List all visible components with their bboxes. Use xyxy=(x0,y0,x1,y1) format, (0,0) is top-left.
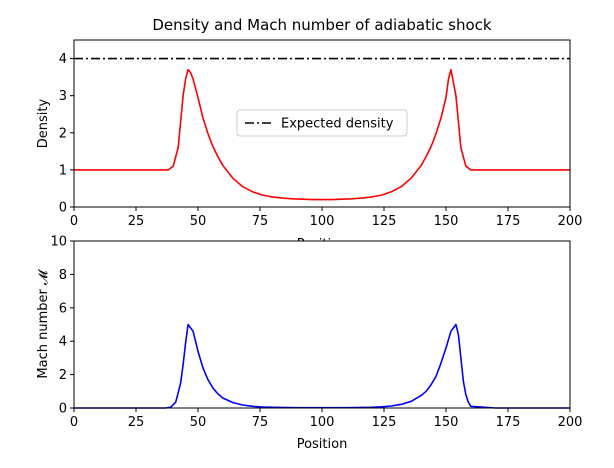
chart-title: Density and Mach number of adiabatic sho… xyxy=(152,16,492,34)
x-tick-label: 50 xyxy=(190,415,207,430)
legend: Expected density xyxy=(236,109,408,137)
y-axis-label: Density xyxy=(36,98,51,148)
x-tick-label: 25 xyxy=(128,415,145,430)
x-tick-label: 50 xyxy=(190,214,207,229)
legend-label-expected-density: Expected density xyxy=(281,117,394,132)
y-tick-label: 1 xyxy=(59,163,67,178)
y-tick-label: 0 xyxy=(59,201,67,216)
series-line-0-0 xyxy=(74,68,570,201)
x-tick-label: 150 xyxy=(434,415,459,430)
y-tick-label: 2 xyxy=(59,126,67,141)
x-tick-label: 200 xyxy=(558,415,583,430)
y-tick-label: 0 xyxy=(59,402,67,417)
x-tick-label: 100 xyxy=(310,214,335,229)
x-axis-label: Position xyxy=(297,437,348,452)
x-tick-label: 100 xyxy=(310,415,335,430)
x-tick-label: 125 xyxy=(372,214,397,229)
x-tick-label: 175 xyxy=(496,415,521,430)
y-tick-label: 6 xyxy=(59,301,67,316)
x-tick-label: 0 xyxy=(70,214,78,229)
y-axis-label: Mach number 𝓜 xyxy=(36,269,51,379)
x-tick-label: 125 xyxy=(372,415,397,430)
x-tick-label: 200 xyxy=(558,214,583,229)
y-tick-label: 4 xyxy=(59,335,67,350)
mach-plot: 0 25 50 75 100 125 150 175 200 0 2 4 6 8 10 Position Mac… xyxy=(36,235,582,453)
x-tick-label: 25 xyxy=(128,214,145,229)
x-tick-label: 0 xyxy=(70,415,78,430)
y-tick-label: 4 xyxy=(59,52,67,67)
y-tick-label: 8 xyxy=(59,268,67,283)
plot-area xyxy=(74,241,570,408)
y-tick-label: 10 xyxy=(50,235,67,250)
y-tick-label: 2 xyxy=(59,368,67,383)
x-tick-label: 75 xyxy=(252,214,269,229)
legend-box xyxy=(236,109,408,137)
x-tick-label: 150 xyxy=(434,214,459,229)
y-tick-label: 3 xyxy=(59,89,67,104)
x-tick-label: 75 xyxy=(252,415,269,430)
x-tick-label: 175 xyxy=(496,214,521,229)
